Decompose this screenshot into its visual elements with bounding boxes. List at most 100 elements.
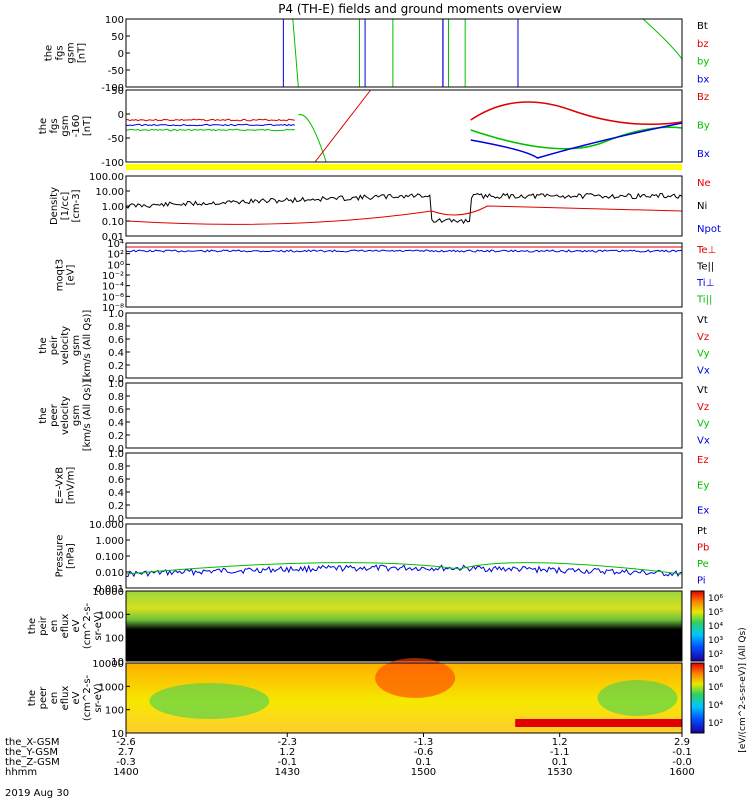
legend-entry: Pb [697,543,709,554]
orbit-value: 2.7 [118,747,134,758]
y-axis-label: E=-VxB [55,467,66,504]
panel-frame [125,89,683,163]
legend-entry: Vy [697,419,710,430]
legend-entry: Ti⊥ [696,278,714,289]
y-axis-label: peer [49,403,60,427]
fgs-by-trace [447,19,466,88]
y-tick-label: 0.2 [108,361,124,372]
chart-title: P4 (TH-E) fields and ground moments over… [278,2,562,16]
y-axis-label: peir [49,335,60,355]
y-axis-label: the [38,407,49,423]
date-label-group: 2019 Aug 30 [5,788,69,799]
y-axis-label: [nT] [77,43,88,63]
y-axis-label: [1/cc] [60,192,71,221]
y-tick-label: 1000 [99,610,124,621]
panel-fgs2: 50 0 -50 -100 the fgs gsm -160 [nT] Bz By Bx [38,86,710,170]
y-tick-label: 0.10 [102,217,124,228]
colorbar-ion-tick: 10² [708,650,723,660]
y-tick-label: -100 [101,158,124,169]
y-tick-label: 0.4 [108,488,124,499]
y-tick-label: 50 [111,86,124,97]
y-axis-label: en [49,620,60,633]
y-tick-label: 1.00 [102,202,124,213]
espec-green-region [597,680,678,716]
orbit-value: -1.1 [550,747,570,758]
legend-entry: Vz [697,402,709,413]
y-tick-label: 10000 [92,659,124,670]
y-axis-label: gsm [71,335,82,356]
legend-entry: Ex [697,506,709,517]
y-tick-label: 0.4 [108,418,124,429]
espec-green-region [149,683,270,719]
y-axis-label: the [38,337,49,353]
legend-entry: Pi [697,576,706,587]
legend-entry: Pt [697,526,707,537]
legend-entry: Bz [697,92,709,103]
pressure-pi-trace [125,564,683,578]
y-axis-label: [nPa] [66,543,77,569]
panel-frame [125,382,683,449]
fgs-by-trace [642,18,683,60]
y-axis-label: velocity [60,326,71,365]
legend-entry: Bx [697,149,710,160]
panel-vi: 1.0 0.8 0.6 0.4 0.2 0.0 the peir velocity gsm [km/… [38,309,710,385]
y-axis-label: fgs [49,118,60,133]
orbit-value: 1400 [113,767,138,778]
pressure-pe-trace [125,562,683,575]
y-tick-label: 10⁰ [107,260,124,271]
orbit-value: -0.0 [672,757,692,768]
panel-frame [125,523,683,589]
y-tick-label: 10² [107,250,124,261]
y-tick-label: 0.8 [108,322,124,333]
y-tick-label: -100 [101,83,124,94]
y-axis-label: gsm [66,42,77,63]
y-axis-label: en [49,692,60,705]
y-tick-label: 0.8 [108,462,124,473]
legend-entry: Bt [697,21,708,32]
y-tick-label: 10000 [92,587,124,598]
y-tick-label: 50 [111,32,124,43]
y-tick-label: 10⁻² [102,271,124,282]
y-tick-label: 10.00 [95,187,124,198]
temp-ti-trace [125,249,683,253]
legend-entry: Vx [697,436,710,447]
colorbar-ion: 10⁶ 10⁵ 10⁴ 10³ 10² [690,590,723,662]
y-tick-label: 100.00 [89,172,124,183]
orbit-value: -2.3 [277,737,297,748]
y-axis-label: (cm^2-s- [82,602,93,649]
y-tick-label: 1.0 [108,309,124,320]
y-tick-label: 10 [111,657,124,668]
legend-entry: Pe [697,559,709,570]
orbit-value: 0.1 [552,757,568,768]
panel-frame [125,452,683,519]
y-tick-label: -50 [108,66,124,77]
y-axis-label: eflux [60,614,71,639]
legend-entry: Te|| [696,262,714,273]
y-tick-label: 0.2 [108,501,124,512]
x-axis-orbit: the_X-GSM -2.6 -2.3 -1.3 1.2 2.9 the_Y-GSM 2.7 1… [5,733,695,778]
fgs2-flag-bar [126,164,682,170]
y-axis-label: -160 [71,115,82,138]
y-axis-label: [km/s (All Qs)] [82,310,93,382]
y-tick-label: 10⁻⁶ [102,292,124,303]
orbit-value: 1500 [411,767,436,778]
legend-entry: Te⊥ [696,245,716,256]
y-tick-label: 10⁻⁴ [102,282,124,293]
legend-entry: Ni [697,201,707,212]
y-tick-label: 0.6 [108,405,124,416]
fgs-by-trace [359,19,394,88]
fgs2-bz-trace [314,89,372,163]
date-label: 2019 Aug 30 [5,788,69,799]
y-axis-label: Density [49,187,60,225]
orbit-value: -1.3 [414,737,434,748]
y-axis-label: [km/s (All Qs)] [82,380,93,452]
y-tick-label: 1.000 [95,536,124,547]
legend-entry: Ez [697,455,709,466]
y-tick-label: 0 [118,49,124,60]
legend-entry: by [697,57,709,68]
y-axis-label: the [27,690,38,706]
orbit-value: 1.2 [279,747,295,758]
panel-frame [125,18,683,88]
